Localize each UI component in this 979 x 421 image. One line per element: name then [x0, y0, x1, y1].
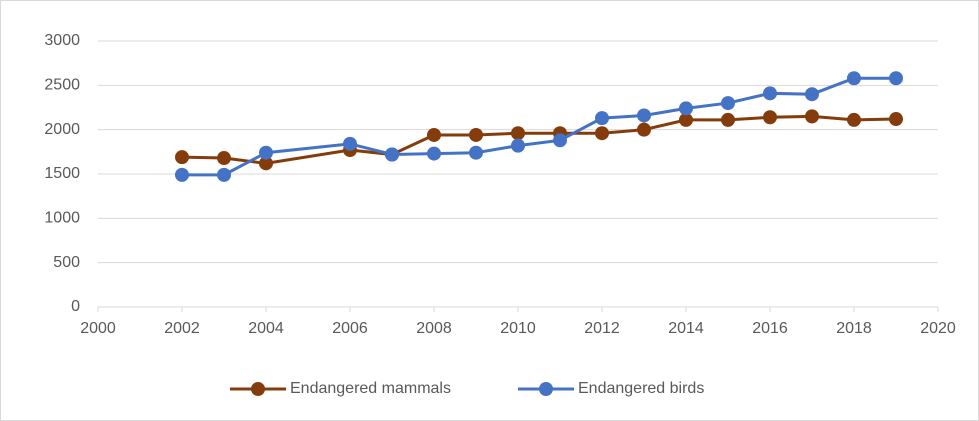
x-tick-label: 2018	[836, 320, 872, 337]
data-point	[679, 101, 693, 116]
x-tick-label: 2002	[164, 320, 200, 337]
x-tick-label: 2012	[584, 320, 620, 337]
x-tick-label: 2010	[500, 320, 536, 337]
data-point	[343, 136, 357, 151]
x-tick-label: 2000	[80, 320, 116, 337]
data-point	[637, 108, 651, 123]
y-tick-label: 500	[53, 254, 80, 271]
y-tick-label: 2500	[44, 77, 80, 94]
data-point	[763, 110, 777, 125]
data-point	[469, 127, 483, 142]
data-point	[217, 167, 231, 182]
data-point	[427, 127, 441, 142]
data-point	[217, 151, 231, 166]
y-tick-label: 2000	[44, 121, 80, 138]
y-tick-label: 1500	[44, 165, 80, 182]
x-tick-label: 2006	[332, 320, 368, 337]
data-point	[175, 150, 189, 165]
x-tick-label: 2020	[920, 320, 956, 337]
legend-marker	[251, 382, 265, 396]
data-point	[637, 122, 651, 137]
data-point	[889, 71, 903, 86]
data-point	[805, 109, 819, 124]
data-point	[805, 87, 819, 102]
data-point	[595, 126, 609, 141]
x-tick-label: 2016	[752, 320, 788, 337]
y-tick-label: 3000	[44, 32, 80, 49]
data-point	[721, 112, 735, 127]
data-point	[259, 145, 273, 160]
legend-label: Endangered mammals	[290, 380, 451, 397]
x-tick-label: 2014	[668, 320, 704, 337]
data-point	[511, 138, 525, 153]
data-point	[847, 112, 861, 127]
data-point	[259, 156, 273, 171]
data-point	[847, 71, 861, 86]
data-point	[679, 112, 693, 127]
data-point	[469, 145, 483, 160]
data-point	[553, 133, 567, 148]
data-point	[385, 147, 399, 162]
data-point	[763, 86, 777, 101]
y-tick-label: 1000	[44, 210, 80, 227]
x-tick-label: 2004	[248, 320, 284, 337]
legend-marker	[539, 382, 553, 396]
data-point	[721, 96, 735, 111]
x-tick-label: 2008	[416, 320, 452, 337]
data-point	[595, 111, 609, 126]
data-point	[889, 112, 903, 127]
y-tick-label: 0	[71, 298, 80, 315]
legend-label: Endangered birds	[578, 380, 704, 397]
data-point	[175, 167, 189, 182]
data-point	[427, 146, 441, 161]
data-point	[511, 126, 525, 141]
